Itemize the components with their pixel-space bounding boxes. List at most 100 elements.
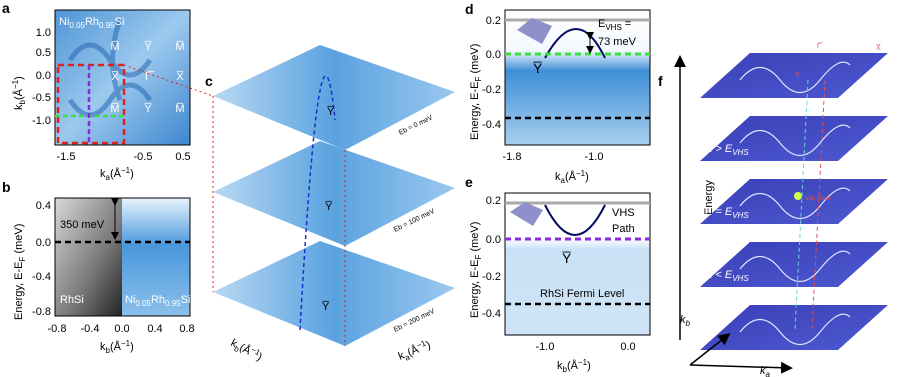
point-label: Y̅	[322, 301, 330, 313]
label-part: Energy, E-E	[469, 82, 481, 141]
path-shape	[544, 204, 606, 236]
point-label: Y̅	[794, 72, 800, 80]
x-axis-label: ka(Å−1)	[396, 337, 433, 364]
panel-label: c	[205, 73, 213, 89]
annotation: EVHS =	[598, 18, 631, 32]
label-part: )	[585, 171, 589, 183]
y-axis-label: kb(Å−1)	[11, 76, 27, 110]
label-part: b	[686, 319, 691, 328]
annotation-part: E	[598, 18, 605, 30]
label-part: (meV)	[13, 224, 25, 257]
x-axis-label: ka(Å−1)	[555, 169, 589, 185]
label-part: VHS	[732, 211, 749, 220]
label-part: (Å	[567, 359, 579, 372]
line-shape	[689, 333, 731, 366]
label-part: (Å	[110, 167, 122, 180]
panel-b: b 350 meV RhSi Ni0.05Rh0.95Si 0.4 0.0 -0…	[2, 179, 195, 355]
formula-part: 0.95	[99, 21, 115, 30]
label-part: −1	[576, 169, 586, 178]
label-part: E > E	[705, 143, 733, 155]
polygon-shape	[213, 45, 455, 150]
panel-f: f Energy Γ̅ X̅ Y̅ Van Hove E > EVHS E = …	[658, 42, 888, 377]
formula-part: 0.95	[165, 299, 181, 308]
axis-label: Energy	[703, 180, 715, 215]
label-part: k	[229, 337, 240, 350]
point-label: Y̅	[533, 60, 543, 76]
label-part: k	[680, 314, 686, 326]
y-tick-label: -0.4	[32, 271, 51, 283]
path-shape	[67, 19, 153, 118]
y-tick-label: -0.4	[482, 308, 501, 320]
condition-label: E < EVHS	[705, 269, 749, 283]
x-tick-label: -1.0	[536, 341, 555, 353]
label-part: k	[397, 349, 407, 362]
label-part: VHS	[732, 148, 749, 157]
y-tick-label: 0.2	[486, 195, 501, 207]
panel-label: a	[2, 0, 10, 16]
rect-shape	[55, 198, 122, 316]
condition-label: E = EVHS	[705, 206, 749, 220]
label-part: −1	[121, 166, 131, 175]
label-part: )	[130, 341, 134, 353]
annotation: 350 meV	[60, 219, 105, 231]
label-part: −1	[415, 338, 427, 350]
g-shape: -1.5 -0.5 0.5	[57, 151, 191, 163]
panel-label: d	[465, 1, 474, 17]
label-part: )	[255, 351, 264, 363]
x-tick-label: 0.8	[179, 323, 194, 335]
label-part: a	[561, 176, 566, 185]
label-part: a	[404, 352, 412, 362]
label-part: )	[587, 360, 591, 372]
material-label: RhSi	[60, 294, 84, 306]
y-tick-label: -0.2	[482, 271, 501, 283]
point-label: X̅	[875, 44, 881, 52]
label-part: b	[106, 346, 111, 355]
x-tick-label: -1.8	[503, 151, 522, 163]
rect-shape	[54, 197, 191, 317]
panel-label: b	[2, 179, 11, 195]
label-part: (meV)	[469, 222, 481, 255]
x-tick-label: -0.4	[81, 323, 100, 335]
label-part: a	[766, 370, 771, 377]
label-part: b	[563, 365, 568, 374]
label-part: k	[760, 365, 766, 377]
x-tick-label: 0.4	[147, 323, 162, 335]
polygon-shape	[700, 53, 888, 98]
formula-part: Rh	[85, 16, 99, 28]
y-tick-label: 0.0	[486, 49, 501, 61]
annotation: RhSi Fermi Level	[540, 288, 624, 300]
point-label: Y̅	[144, 41, 152, 53]
label-part: )	[13, 76, 25, 80]
y-tick-label: 0.0	[486, 234, 501, 246]
label-part: (Å	[110, 340, 122, 353]
line-shape	[689, 361, 793, 374]
formula-part: Si	[115, 16, 125, 28]
polygon-shape	[700, 242, 888, 287]
g-shape: 0.2 0.0 -0.2 -0.4	[482, 15, 501, 131]
g-shape: -1.8 -1.0	[503, 151, 604, 163]
label-part: −1	[121, 339, 131, 348]
label-part: −1	[11, 79, 20, 89]
point-label: M̅	[110, 41, 119, 53]
x-tick-label: -0.5	[134, 151, 153, 163]
label-part: b	[18, 100, 27, 105]
x-tick-label: -1.5	[57, 151, 76, 163]
condition-label: E > EVHS	[705, 143, 749, 157]
x-tick-label: -1.0	[585, 151, 604, 163]
point-label: M̅	[175, 103, 184, 115]
y-tick-label: -0.5	[32, 92, 51, 104]
rect-shape	[54, 9, 191, 146]
panel-a: a Ni0.05Rh0.95Si M̅ Y̅ M̅ X̅ Γ̅ X̅ M̅ Y̅…	[2, 0, 191, 182]
label-part: k	[100, 341, 106, 353]
annotation: VHS	[612, 207, 635, 219]
y-axis-label: Energy, E-EF (meV)	[469, 222, 483, 318]
label-part: VHS	[732, 274, 749, 283]
label-part: F	[18, 257, 27, 262]
g-shape: M̅ Y̅ M̅ X̅ Γ̅ X̅ M̅ Y̅ M̅	[110, 41, 184, 115]
g-shape: 0.4 0.0 -0.4 -0.8	[32, 200, 51, 318]
path-shape	[510, 202, 543, 226]
y-tick-label: -0.2	[482, 84, 501, 96]
y-tick-label: 0.4	[36, 200, 51, 212]
y-tick-label: -0.4	[482, 119, 501, 131]
